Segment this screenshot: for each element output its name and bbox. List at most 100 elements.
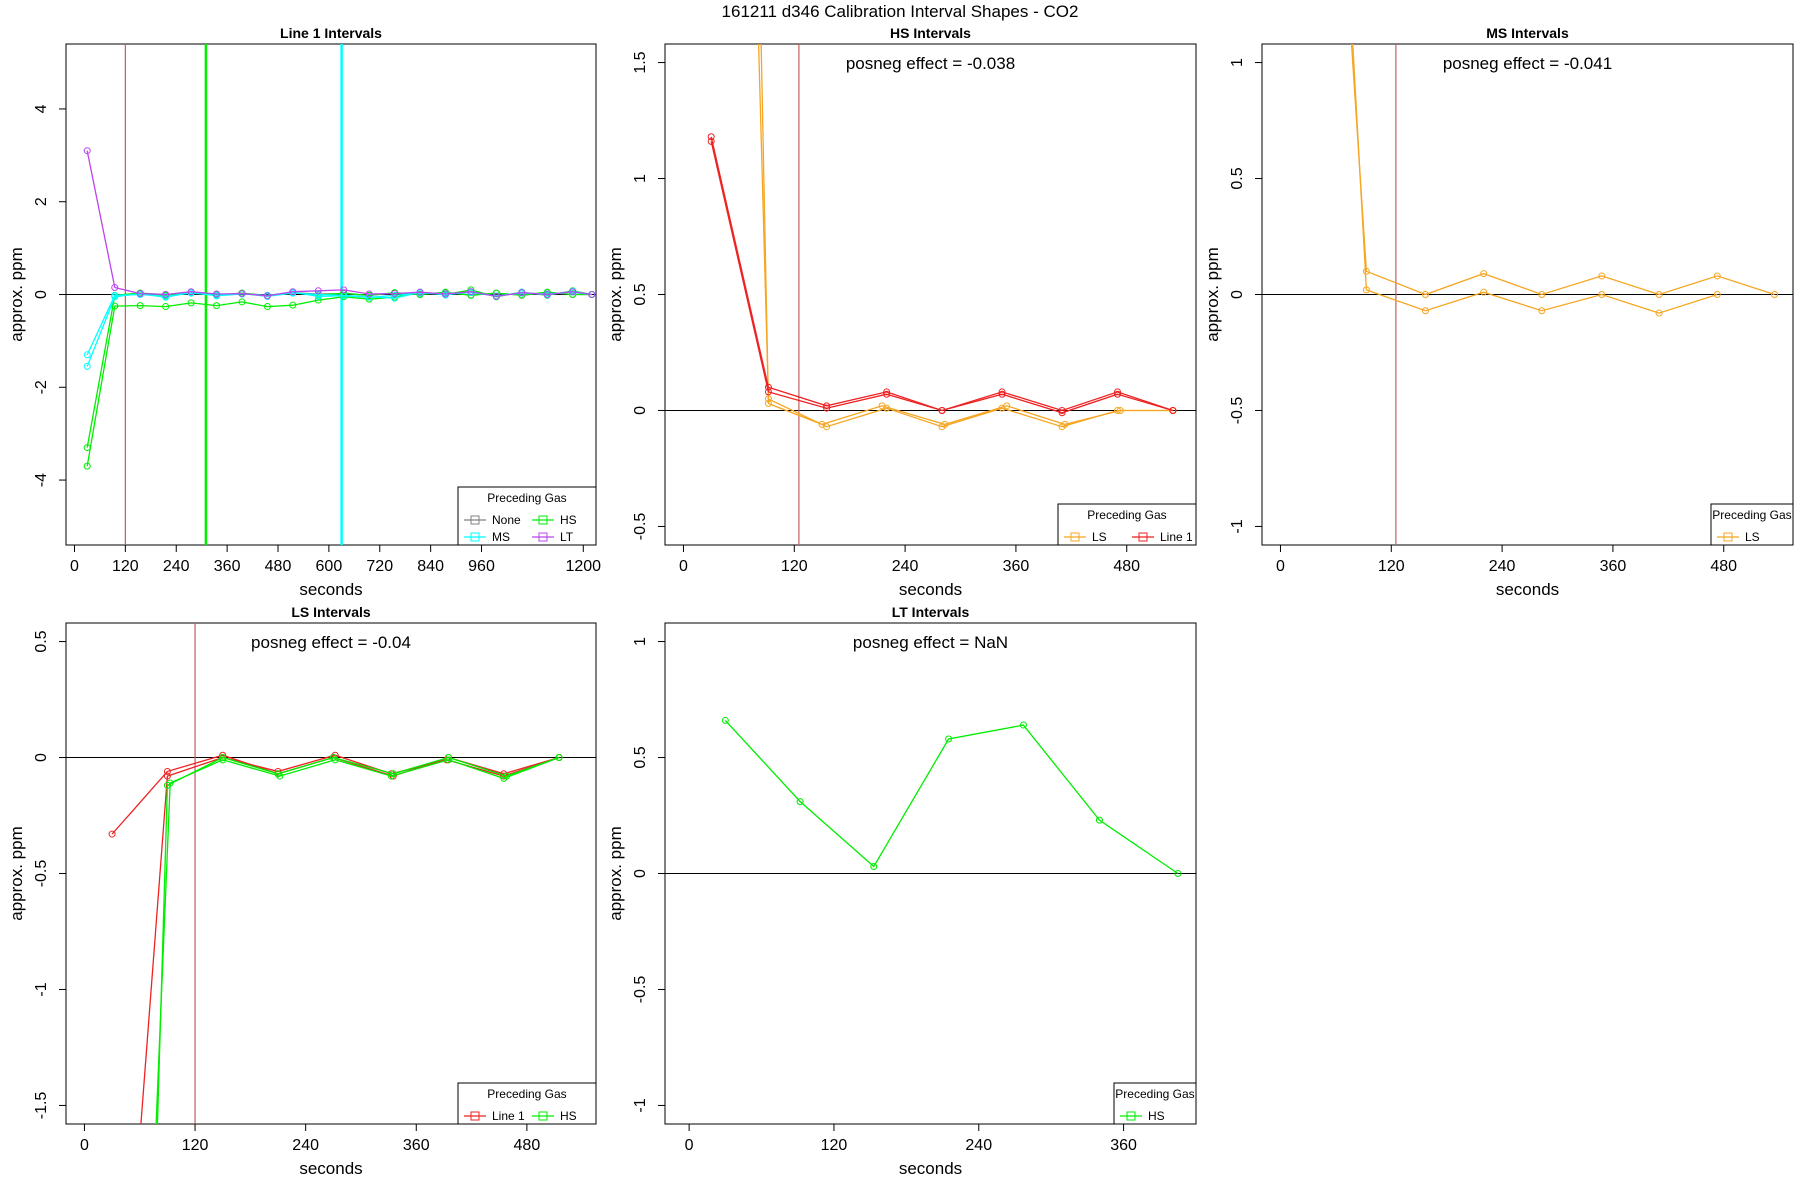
y-tick-label: -4 (33, 473, 50, 487)
legend: Preceding Gas HS (1113, 1082, 1197, 1125)
data-point (187, 288, 195, 296)
data-point (764, 400, 772, 408)
data-point (1771, 291, 1779, 298)
plot-area (66, 44, 596, 545)
series-line (1352, 44, 1718, 314)
panel-title: LT Intervals (892, 604, 970, 620)
figure-title: 161211 d346 Calibration Interval Shapes … (722, 2, 1079, 21)
data-point (331, 756, 339, 764)
y-axis-label: approx. ppm (1203, 247, 1222, 342)
legend: Preceding Gas LS Line 1 (1057, 503, 1197, 546)
data-point (441, 290, 449, 298)
data-point (213, 302, 221, 310)
data-point (153, 1160, 159, 1166)
data-point (1114, 390, 1122, 398)
data-point (1061, 420, 1069, 428)
data-point (391, 291, 399, 299)
series-line (86, 291, 592, 367)
data-point (163, 781, 171, 789)
legend-swatch-marker (538, 515, 548, 525)
y-tick-label: 0 (632, 406, 649, 415)
data-point (238, 290, 246, 298)
data-point (391, 290, 399, 298)
data-point (365, 295, 373, 303)
data-point (941, 420, 949, 428)
legend-entry-label: MS (492, 530, 510, 544)
data-point (1350, 36, 1356, 42)
data-point (389, 770, 397, 778)
x-tick-label: 480 (1113, 558, 1140, 575)
data-point (238, 298, 246, 306)
plot-area (665, 44, 1196, 545)
x-tick-label: 360 (214, 558, 241, 575)
y-tick-label: -1 (1229, 519, 1246, 533)
legend-swatch-marker (470, 1111, 480, 1121)
data-point (83, 147, 91, 155)
y-tick-label: 1 (1229, 58, 1246, 67)
data-point (1114, 388, 1122, 396)
legend-swatch-marker (1138, 532, 1148, 542)
data-point (83, 362, 91, 370)
data-point (1480, 270, 1488, 278)
legend-entry-label: None (492, 513, 521, 527)
x-tick-label: 0 (80, 1137, 89, 1154)
data-point (883, 390, 891, 398)
legend-entry-label: LS (1092, 530, 1107, 544)
data-point (1598, 291, 1606, 298)
data-point (314, 291, 322, 298)
x-tick-label: 720 (366, 558, 393, 575)
data-point (445, 754, 453, 762)
y-tick-label: -2 (33, 380, 50, 394)
y-tick-label: -0.5 (632, 976, 649, 1004)
data-point (870, 863, 878, 871)
x-tick-label: 0 (679, 558, 688, 575)
data-point (707, 133, 715, 141)
data-point (289, 288, 297, 296)
series-line (156, 756, 560, 1124)
data-point (163, 772, 171, 780)
y-tick-label: 0 (33, 290, 50, 299)
posneg-annotation: posneg effect = NaN (853, 633, 1008, 652)
plot-frame (664, 43, 1197, 546)
data-point (274, 770, 282, 778)
data-point (263, 292, 271, 300)
legend-swatch-marker (1070, 532, 1080, 542)
x-tick-label: 840 (417, 558, 444, 575)
x-tick-label: 120 (821, 1137, 848, 1154)
panel-3: MS Intervals 0 120 240 360 480 -1 -0.5 0 0.5 1 seco… (1203, 25, 1794, 599)
y-tick-label: 1 (632, 174, 649, 183)
data-point (721, 716, 729, 724)
x-axis-label: seconds (299, 1159, 362, 1178)
data-point (187, 299, 195, 307)
data-point (83, 462, 91, 470)
legend-entry-label: LT (560, 530, 574, 544)
data-point (136, 290, 144, 298)
x-tick-label: 240 (965, 1137, 992, 1154)
data-point (1362, 286, 1370, 294)
x-tick-label: 240 (892, 558, 919, 575)
data-point (1095, 816, 1103, 824)
legend-title: Preceding Gas (1115, 1087, 1194, 1101)
plot-area (665, 716, 1196, 877)
data-point (1003, 402, 1011, 410)
data-point (1116, 406, 1124, 414)
data-point (263, 303, 271, 311)
x-tick-label: 120 (781, 558, 808, 575)
data-point (329, 754, 337, 762)
posneg-annotation: posneg effect = -0.041 (1443, 54, 1612, 73)
x-tick-label: 360 (1110, 1137, 1137, 1154)
data-point (108, 830, 116, 838)
legend-swatch-marker (538, 532, 548, 542)
y-tick-label: 0 (632, 869, 649, 878)
y-tick-label: -1.5 (33, 1092, 50, 1120)
series-line (86, 289, 592, 467)
series-line (710, 136, 1174, 412)
legend-box (457, 1082, 597, 1125)
y-tick-label: 2 (33, 197, 50, 206)
data-point (83, 351, 91, 359)
legend-entry-label: HS (1148, 1109, 1165, 1123)
legend-swatch-marker (1126, 1111, 1136, 1121)
legend-title: Preceding Gas (487, 491, 566, 505)
legend-box (1113, 1082, 1197, 1125)
